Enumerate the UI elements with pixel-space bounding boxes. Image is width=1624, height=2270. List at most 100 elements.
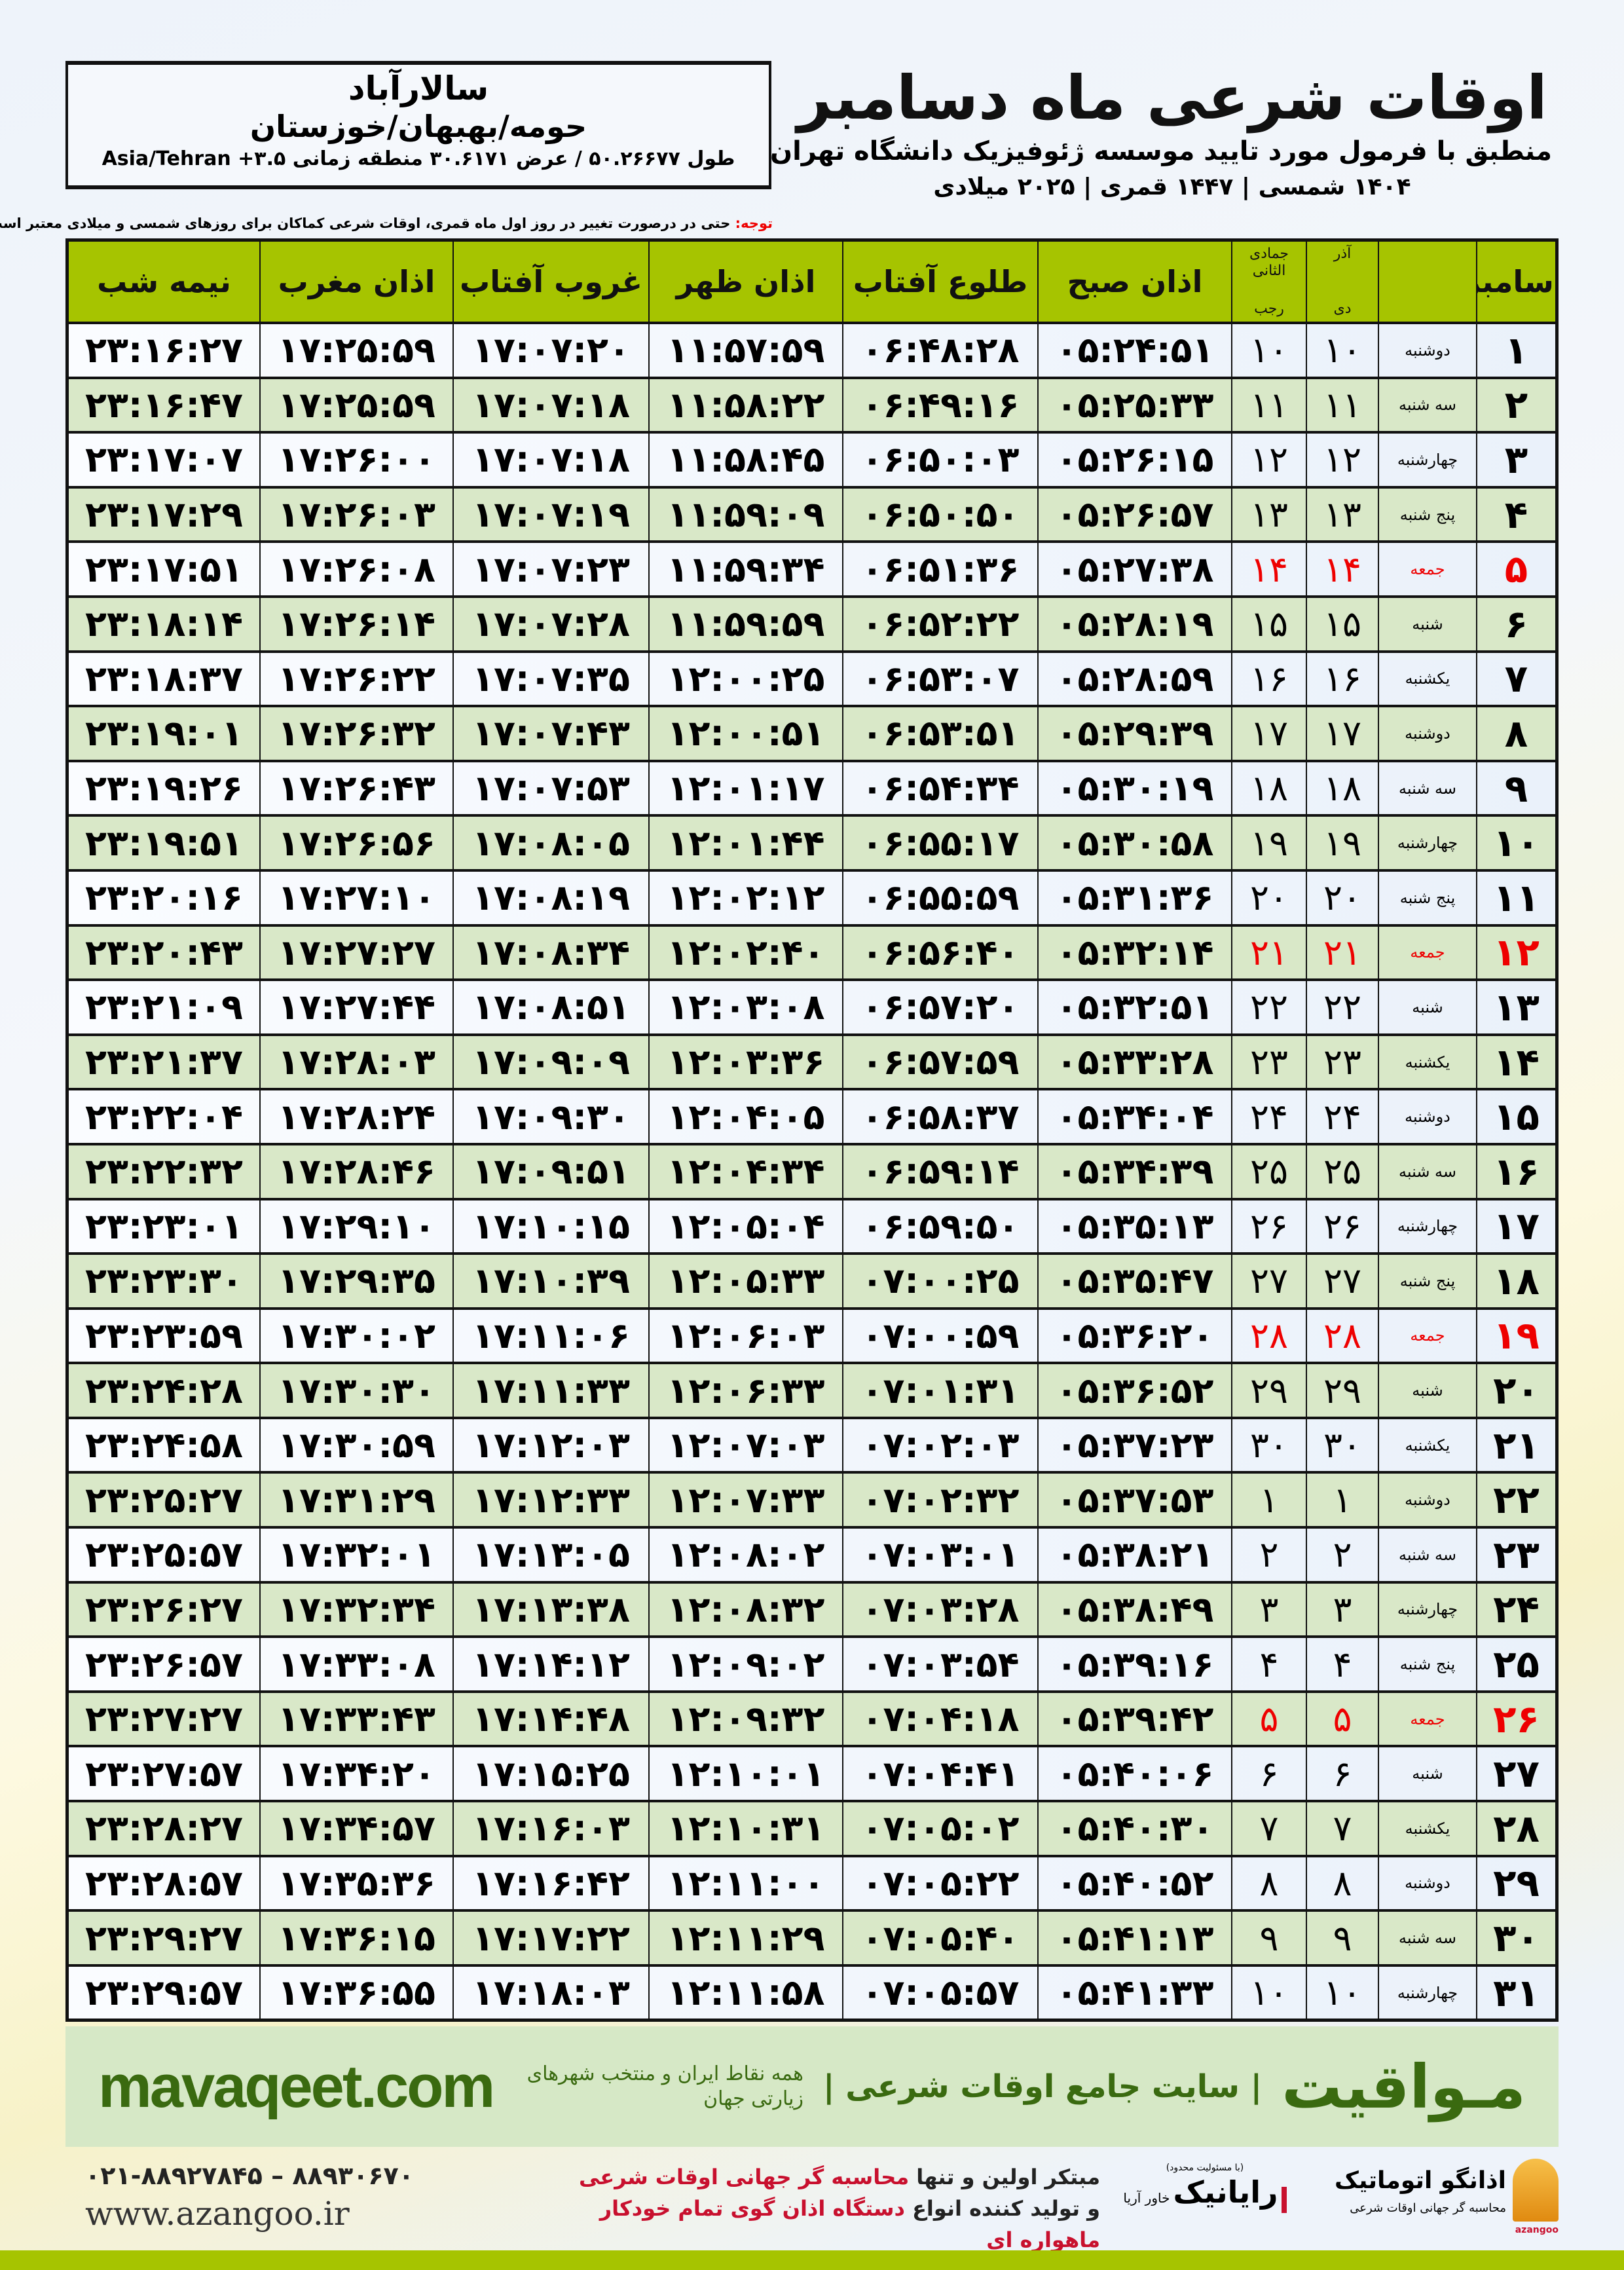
cell-subh: ۰۵:۳۲:۵۱ — [1037, 981, 1231, 1033]
title-block: اوقات شرعی ماه دسامبر منطبق با فرمول مور… — [770, 63, 1552, 204]
cell-ghurub: ۱۷:۱۵:۲۵ — [452, 1747, 648, 1800]
footer-line1b: محاسبه گر جهانی اوقات شرعی — [579, 2165, 910, 2189]
table-row: ۲۳ سه شنبه ۲ ۲ ۰۵:۳۸:۲۱ ۰۷:۰۳:۰۱ ۱۲:۰۸:۰۲ ۱۷:۱۳… — [69, 1526, 1555, 1581]
cell-dey: ۱۹ — [1306, 817, 1378, 869]
cell-ghurub: ۱۷:۱۸:۰۳ — [452, 1966, 648, 2019]
cell-rajab: ۲۲ — [1231, 981, 1306, 1033]
cell-weekday: چهارشنبه — [1378, 1200, 1476, 1253]
cell-subh: ۰۵:۳۸:۲۱ — [1037, 1529, 1231, 1581]
cell-weekday: پنج شنبه — [1378, 488, 1476, 541]
cell-zuhr: ۱۲:۰۲:۱۲ — [648, 871, 842, 924]
brand-url-link[interactable]: mavaqeet.com — [98, 2053, 495, 2120]
cell-tulu: ۰۶:۵۳:۵۱ — [842, 707, 1037, 760]
cell-rajab: ۵ — [1231, 1692, 1306, 1745]
cell-day: ۲۶ — [1476, 1692, 1555, 1745]
table-row: ۷ یکشنبه ۱۶ ۱۶ ۰۵:۲۸:۵۹ ۰۶:۵۳:۰۷ ۱۲:۰۰:۲۵ ۱۷:۰۷… — [69, 650, 1555, 705]
table-row: ۲۵ پنج شنبه ۴ ۴ ۰۵:۳۹:۱۶ ۰۷:۰۳:۵۴ ۱۲:۰۹:۰۲ ۱۷:۱… — [69, 1635, 1555, 1690]
note: توجه: حتی در درصورت تغییر در روز اول ماه… — [0, 214, 773, 233]
cell-tulu: ۰۷:۰۲:۳۲ — [842, 1474, 1037, 1527]
cell-maghrib: ۱۷:۲۷:۲۷ — [259, 926, 452, 979]
cell-maghrib: ۱۷:۳۳:۰۸ — [259, 1638, 452, 1690]
cell-zuhr: ۱۲:۰۶:۳۳ — [648, 1364, 842, 1417]
cell-tulu: ۰۶:۵۱:۳۶ — [842, 543, 1037, 595]
cell-nimeshab: ۲۳:۲۸:۵۷ — [85, 1862, 243, 1904]
rayanik-small: (با مسئولیت محدود) — [1166, 2163, 1244, 2173]
cell-dey: ۴ — [1306, 1638, 1378, 1690]
cell-day: ۳۰ — [1476, 1912, 1555, 1964]
cell-maghrib: ۱۷:۲۵:۵۹ — [259, 324, 452, 377]
cell-day: ۲۳ — [1476, 1529, 1555, 1581]
cell-weekday: شنبه — [1378, 597, 1476, 650]
table-row: ۲۰ شنبه ۲۹ ۲۹ ۰۵:۳۶:۵۲ ۰۷:۰۱:۳۱ ۱۲:۰۶:۳۳ ۱۷:۱۱:… — [69, 1362, 1555, 1417]
cell-subh: ۰۵:۳۸:۴۹ — [1037, 1583, 1231, 1636]
cell-day: ۱۴ — [1476, 1035, 1555, 1088]
cell-day: ۲۰ — [1476, 1364, 1555, 1417]
cell-weekday: جمعه — [1378, 1692, 1476, 1745]
cell-day: ۲۵ — [1476, 1638, 1555, 1690]
cell-subh: ۰۵:۳۶:۵۲ — [1037, 1364, 1231, 1417]
cell-maghrib: ۱۷:۲۶:۱۴ — [259, 597, 452, 650]
cell-dey: ۱۰ — [1306, 324, 1378, 377]
table-row: ۱۸ پنج شنبه ۲۷ ۲۷ ۰۵:۳۵:۴۷ ۰۷:۰۰:۲۵ ۱۲:۰۵:۳۳ ۱۷… — [69, 1252, 1555, 1307]
cell-subh: ۰۵:۳۵:۴۷ — [1037, 1255, 1231, 1307]
cell-tulu: ۰۷:۰۵:۰۲ — [842, 1802, 1037, 1855]
cell-day: ۷ — [1476, 652, 1555, 705]
table-row: ۱۳ شنبه ۲۲ ۲۲ ۰۵:۳۲:۵۱ ۰۶:۵۷:۲۰ ۱۲:۰۳:۰۸ ۱۷:۰۸:… — [69, 978, 1555, 1033]
cell-dey: ۶ — [1306, 1747, 1378, 1800]
cell-subh: ۰۵:۳۲:۱۴ — [1037, 926, 1231, 979]
cell-rajab: ۲۳ — [1231, 1035, 1306, 1088]
cell-nimeshab: ۲۳:۱۶:۴۷ — [85, 384, 243, 426]
prayer-times-table: دسامبر آذر دی جمادی الثانی رجب اذان صبح طل… — [65, 238, 1559, 2022]
cell-maghrib: ۱۷:۳۶:۱۵ — [259, 1912, 452, 1964]
brand-logo: مـواقیت — [1282, 2051, 1526, 2122]
cell-tulu: ۰۶:۵۷:۵۹ — [842, 1035, 1037, 1088]
table-row: ۱۶ سه شنبه ۲۵ ۲۵ ۰۵:۳۴:۳۹ ۰۶:۵۹:۱۴ ۱۲:۰۴:۳۴ ۱۷:… — [69, 1142, 1555, 1198]
cell-zuhr: ۱۲:۰۳:۳۶ — [648, 1035, 842, 1088]
cell-zuhr: ۱۱:۵۹:۵۹ — [648, 597, 842, 650]
cell-dey: ۳ — [1306, 1583, 1378, 1636]
cell-subh: ۰۵:۴۱:۱۳ — [1037, 1912, 1231, 1964]
cell-rajab: ۳ — [1231, 1583, 1306, 1636]
cell-dey: ۲۴ — [1306, 1090, 1378, 1143]
cell-weekday: پنج شنبه — [1378, 871, 1476, 924]
cell-subh: ۰۵:۲۶:۱۵ — [1037, 434, 1231, 486]
cell-tulu: ۰۶:۵۳:۰۷ — [842, 652, 1037, 705]
cell-subh: ۰۵:۴۰:۰۶ — [1037, 1747, 1231, 1800]
cell-zuhr: ۱۲:۰۵:۰۴ — [648, 1200, 842, 1253]
table-header: دسامبر آذر دی جمادی الثانی رجب اذان صبح طل… — [69, 242, 1555, 322]
cell-ghurub: ۱۷:۰۷:۲۸ — [452, 597, 648, 650]
cell-tulu: ۰۷:۰۲:۰۳ — [842, 1419, 1037, 1472]
cell-rajab: ۷ — [1231, 1802, 1306, 1855]
table-row: ۹ سه شنبه ۱۸ ۱۸ ۰۵:۳۰:۱۹ ۰۶:۵۴:۳۴ ۱۲:۰۱:۱۷ ۱۷:۰… — [69, 759, 1555, 815]
cell-tulu: ۰۷:۰۳:۵۴ — [842, 1638, 1037, 1690]
cell-weekday: یکشنبه — [1378, 1035, 1476, 1088]
cell-nimeshab: ۲۳:۱۷:۲۹ — [85, 494, 243, 536]
location-box: سالارآباد حومه/بهبهان/خوزستان طول ۵۰.۲۶۶… — [65, 61, 771, 189]
cell-rajab: ۲۱ — [1231, 926, 1306, 979]
rayanik-logo: (با مسئولیت محدود) رایانیک خاور آریا — [1113, 2161, 1297, 2213]
cell-maghrib: ۱۷:۲۹:۱۰ — [259, 1200, 452, 1253]
cell-dey: ۱۵ — [1306, 597, 1378, 650]
cell-ghurub: ۱۷:۰۷:۲۳ — [452, 543, 648, 595]
cell-tulu: ۰۷:۰۳:۲۸ — [842, 1583, 1037, 1636]
table-row: ۵ جمعه ۱۴ ۱۴ ۰۵:۲۷:۳۸ ۰۶:۵۱:۳۶ ۱۱:۵۹:۳۴ ۱۷:۰۷:۲… — [69, 540, 1555, 595]
website-link[interactable]: www.azangoo.ir — [85, 2195, 350, 2233]
cell-nimeshab: ۲۳:۲۷:۲۷ — [85, 1698, 243, 1740]
cell-rajab: ۱۵ — [1231, 597, 1306, 650]
cell-day: ۳۱ — [1476, 1966, 1555, 2019]
cell-rajab: ۱۹ — [1231, 817, 1306, 869]
cell-zuhr: ۱۲:۰۴:۰۵ — [648, 1090, 842, 1143]
table-row: ۲ سه شنبه ۱۱ ۱۱ ۰۵:۲۵:۳۳ ۰۶:۴۹:۱۶ ۱۱:۵۸:۲۲ ۱۷:۰… — [69, 376, 1555, 432]
cell-zuhr: ۱۲:۰۹:۰۲ — [648, 1638, 842, 1690]
cell-nimeshab: ۲۳:۲۲:۳۲ — [85, 1151, 243, 1193]
cell-day: ۲۸ — [1476, 1802, 1555, 1855]
cell-weekday: پنج شنبه — [1378, 1638, 1476, 1690]
cell-ghurub: ۱۷:۰۷:۲۰ — [452, 324, 648, 377]
cell-weekday: دوشنبه — [1378, 1474, 1476, 1527]
cell-day: ۹ — [1476, 762, 1555, 815]
cell-dey: ۲۶ — [1306, 1200, 1378, 1253]
cell-dey: ۱ — [1306, 1474, 1378, 1527]
cell-nimeshab: ۲۳:۲۱:۰۹ — [85, 986, 243, 1028]
table-row: ۱۵ دوشنبه ۲۴ ۲۴ ۰۵:۳۴:۰۴ ۰۶:۵۸:۳۷ ۱۲:۰۴:۰۵ ۱۷:۰… — [69, 1088, 1555, 1143]
cell-subh: ۰۵:۲۷:۳۸ — [1037, 543, 1231, 595]
